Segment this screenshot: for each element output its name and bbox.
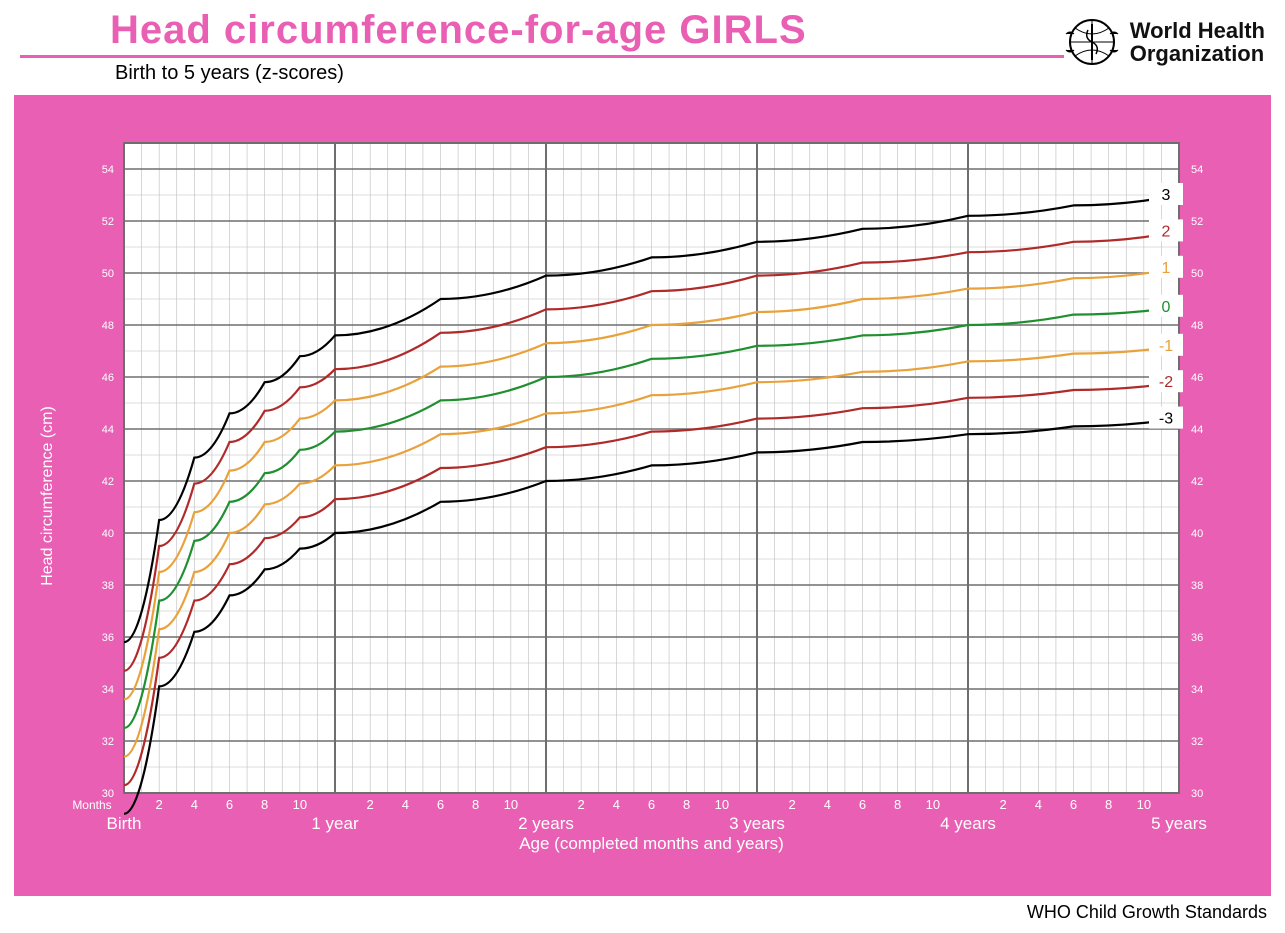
svg-text:54: 54 — [1191, 164, 1203, 176]
svg-text:10: 10 — [715, 797, 729, 812]
svg-text:1: 1 — [1162, 260, 1171, 277]
svg-text:Age (completed months and year: Age (completed months and years) — [519, 834, 784, 853]
svg-text:10: 10 — [293, 797, 307, 812]
svg-text:50: 50 — [102, 268, 114, 280]
chart-plot-wrap: Head circumference (cm) 3032343638404244… — [34, 123, 1251, 868]
y-axis-title: Head circumference (cm) — [39, 406, 57, 586]
svg-text:36: 36 — [1191, 632, 1203, 644]
svg-text:3: 3 — [1162, 187, 1171, 204]
growth-chart: 3032343638404244464850525430323436384042… — [34, 123, 1249, 863]
svg-text:42: 42 — [1191, 476, 1203, 488]
svg-text:52: 52 — [1191, 216, 1203, 228]
svg-text:36: 36 — [102, 632, 114, 644]
svg-text:-2: -2 — [1159, 374, 1173, 391]
svg-text:0: 0 — [1162, 299, 1171, 316]
svg-text:-3: -3 — [1159, 411, 1173, 428]
svg-text:6: 6 — [859, 797, 866, 812]
svg-text:4: 4 — [1035, 797, 1042, 812]
svg-text:8: 8 — [261, 797, 268, 812]
svg-text:2 years: 2 years — [518, 814, 574, 833]
footer-text: WHO Child Growth Standards — [0, 896, 1285, 933]
who-emblem-icon — [1064, 14, 1120, 70]
svg-text:-1: -1 — [1159, 338, 1173, 355]
svg-text:46: 46 — [102, 372, 114, 384]
svg-text:40: 40 — [1191, 528, 1203, 540]
svg-text:50: 50 — [1191, 268, 1203, 280]
svg-text:2: 2 — [156, 797, 163, 812]
svg-text:42: 42 — [102, 476, 114, 488]
svg-text:54: 54 — [102, 164, 114, 176]
svg-text:44: 44 — [102, 424, 114, 436]
title-rule — [20, 55, 1064, 58]
svg-text:2: 2 — [789, 797, 796, 812]
svg-text:38: 38 — [1191, 580, 1203, 592]
svg-text:4: 4 — [613, 797, 620, 812]
svg-text:38: 38 — [102, 580, 114, 592]
svg-text:Birth: Birth — [107, 814, 142, 833]
who-logo: World Health Organization — [1064, 14, 1265, 70]
svg-text:44: 44 — [1191, 424, 1203, 436]
page-subtitle: Birth to 5 years (z-scores) — [115, 62, 1064, 85]
svg-text:8: 8 — [472, 797, 479, 812]
svg-text:10: 10 — [504, 797, 518, 812]
svg-text:48: 48 — [1191, 320, 1203, 332]
svg-text:46: 46 — [1191, 372, 1203, 384]
svg-text:48: 48 — [102, 320, 114, 332]
svg-text:2: 2 — [1162, 223, 1171, 240]
svg-text:34: 34 — [102, 684, 114, 696]
svg-text:32: 32 — [102, 736, 114, 748]
svg-text:6: 6 — [1070, 797, 1077, 812]
svg-text:8: 8 — [1105, 797, 1112, 812]
org-line2: Organization — [1130, 41, 1264, 66]
chart-frame: Head circumference (cm) 3032343638404244… — [14, 95, 1271, 896]
svg-text:6: 6 — [437, 797, 444, 812]
page-title: Head circumference-for-age GIRLS — [110, 8, 1064, 53]
svg-text:4 years: 4 years — [940, 814, 996, 833]
org-line1: World Health — [1130, 18, 1265, 43]
svg-text:4: 4 — [824, 797, 831, 812]
who-logo-text: World Health Organization — [1130, 19, 1265, 65]
svg-text:5 years: 5 years — [1151, 814, 1207, 833]
svg-text:4: 4 — [191, 797, 198, 812]
svg-text:40: 40 — [102, 528, 114, 540]
svg-text:52: 52 — [102, 216, 114, 228]
svg-text:3 years: 3 years — [729, 814, 785, 833]
svg-text:34: 34 — [1191, 684, 1203, 696]
svg-text:30: 30 — [1191, 788, 1203, 800]
svg-text:8: 8 — [894, 797, 901, 812]
svg-text:8: 8 — [683, 797, 690, 812]
svg-text:10: 10 — [1137, 797, 1151, 812]
svg-text:Months: Months — [72, 798, 111, 812]
svg-text:10: 10 — [926, 797, 940, 812]
svg-text:2: 2 — [578, 797, 585, 812]
svg-text:2: 2 — [1000, 797, 1007, 812]
svg-text:6: 6 — [226, 797, 233, 812]
svg-text:4: 4 — [402, 797, 409, 812]
svg-text:1 year: 1 year — [311, 814, 359, 833]
svg-text:2: 2 — [367, 797, 374, 812]
title-block: Head circumference-for-age GIRLS Birth t… — [20, 8, 1064, 85]
svg-text:32: 32 — [1191, 736, 1203, 748]
header: Head circumference-for-age GIRLS Birth t… — [0, 0, 1285, 85]
svg-text:6: 6 — [648, 797, 655, 812]
